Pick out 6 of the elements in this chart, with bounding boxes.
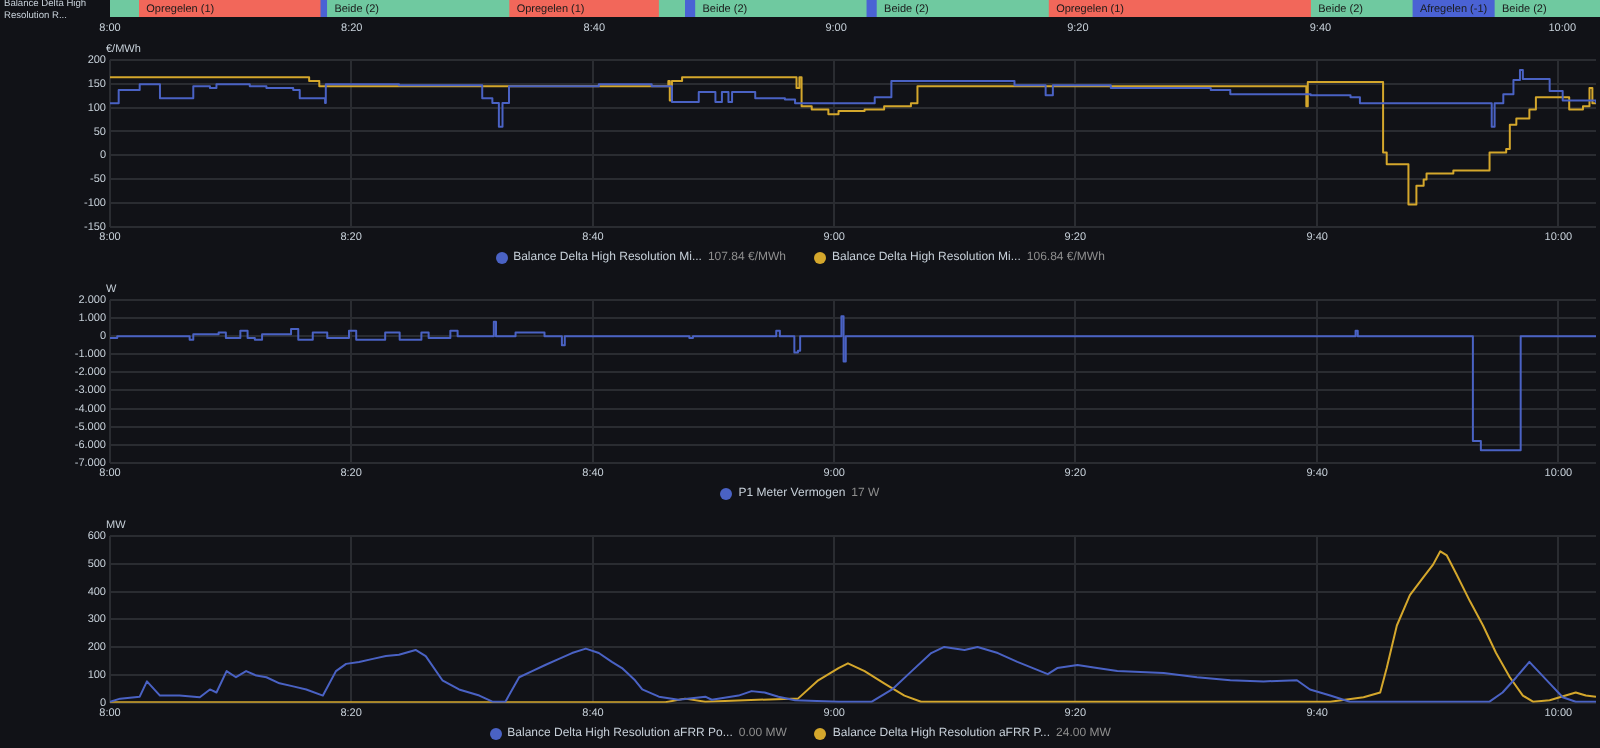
- bar: [1047, 0, 1311, 17]
- bar: [110, 0, 139, 17]
- bar: [875, 0, 1049, 17]
- bar: [693, 0, 867, 17]
- bar: [325, 0, 510, 17]
- bar: [657, 0, 686, 17]
